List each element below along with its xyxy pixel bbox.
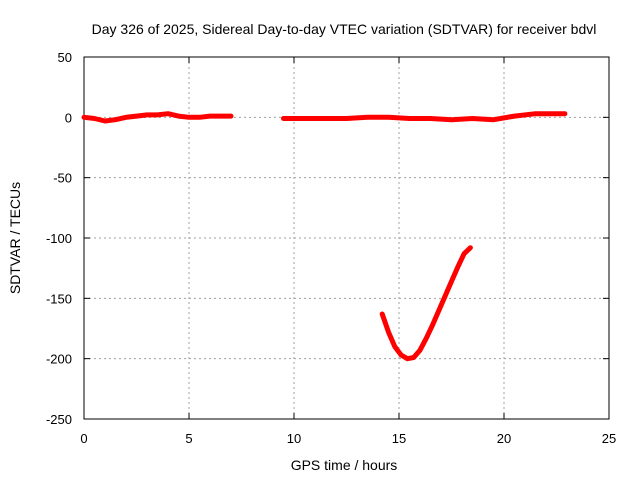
- y-tick-label: 0: [65, 110, 72, 125]
- series-line-segment-2: [281, 111, 568, 123]
- x-tick-label: 20: [497, 431, 511, 446]
- x-axis-label: GPS time / hours: [291, 457, 398, 473]
- series-layer: [81, 111, 568, 362]
- x-tick-label: 10: [287, 431, 301, 446]
- y-tick-label: -100: [46, 231, 72, 246]
- x-tick-label: 15: [392, 431, 406, 446]
- y-tick-label: -200: [46, 352, 72, 367]
- x-tick-label: 5: [185, 431, 192, 446]
- y-axis-label: SDTVAR / TECUs: [7, 182, 23, 294]
- y-tick-label: -250: [46, 412, 72, 427]
- x-tick-label: 0: [80, 431, 87, 446]
- y-tick-label: -50: [53, 171, 72, 186]
- chart-title: Day 326 of 2025, Sidereal Day-to-day VTE…: [92, 21, 597, 37]
- series-line-segment-3: [379, 245, 473, 362]
- y-tick-label: -150: [46, 291, 72, 306]
- grid-layer: [84, 57, 609, 419]
- series-line-segment-1: [81, 111, 234, 124]
- x-tick-label: 25: [602, 431, 616, 446]
- y-tick-label: 50: [58, 50, 72, 65]
- axis-layer: 0 5 10 15 20 25 -250 -200 -150 -100 -50 0 50: [46, 50, 616, 446]
